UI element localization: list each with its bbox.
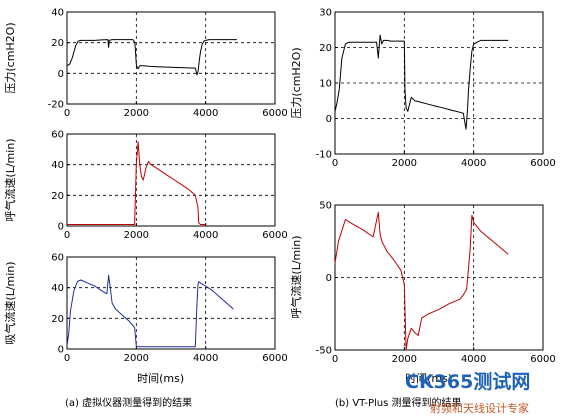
watermark: CK365测试网 射频和天线设计专家 (405, 371, 530, 415)
plot-a3: 0 2000 4000 6000 0 20 40 60 吸气流速(L/min) 时间(ms) (3, 253, 288, 386)
y-tick-label: 0 (58, 345, 64, 356)
y-tick-label: 0 (58, 222, 64, 233)
x-tick-label: 6000 (262, 353, 287, 364)
x-tick-label: 2000 (392, 354, 417, 365)
y-tick-label: -10 (316, 150, 332, 161)
axes-box (66, 11, 276, 105)
y-tick-label: 50 (319, 201, 332, 212)
y-tick-label: 40 (51, 160, 64, 171)
x-tick-label: 6000 (530, 354, 555, 365)
y-tick-label: 30 (319, 8, 332, 19)
x-tick-label: 2000 (124, 108, 149, 119)
x-tick-label: 0 (64, 108, 70, 119)
series-line-b1-0 (334, 34, 509, 130)
y-tick-label: 60 (51, 253, 64, 264)
x-axis-label: 时间(ms) (137, 372, 184, 385)
series-line-b2-0 (334, 211, 509, 351)
series-line-a1-0 (66, 39, 237, 76)
y-axis-label: 压力(cmH2O) (290, 47, 303, 118)
x-tick-label: 2000 (124, 353, 149, 364)
x-tick-label: 4000 (193, 353, 218, 364)
x-tick-label: 6000 (262, 108, 287, 119)
x-tick-label: 4000 (461, 354, 486, 365)
y-tick-label: 0 (326, 114, 332, 125)
y-tick-label: 20 (51, 191, 64, 202)
x-tick-label: 6000 (262, 230, 287, 241)
caption-left: (a) 虚拟仪器测量得到的结果 (65, 396, 192, 409)
x-axis-label: 时间(ms) (405, 372, 452, 385)
y-tick-label: 20 (51, 38, 64, 49)
y-tick-label: 20 (319, 43, 332, 54)
y-axis-label: 吸气流速(L/min) (3, 261, 17, 344)
x-tick-label: 4000 (193, 230, 218, 241)
x-tick-label: 2000 (124, 230, 149, 241)
y-axis-label: 呼气流速(L/min) (3, 138, 17, 221)
watermark-line2: 射频和天线设计专家 (430, 401, 529, 415)
y-axis-label: 压力(cmH2O) (4, 22, 17, 93)
x-tick-label: 0 (332, 158, 338, 169)
axes-box (66, 133, 276, 227)
y-tick-label: -50 (316, 346, 332, 357)
y-tick-label: 20 (51, 314, 64, 325)
watermark-line1: CK365测试网 (405, 371, 530, 393)
caption-right: (b) VT-Plus 测量得到的结果 (335, 396, 462, 409)
x-tick-label: 0 (64, 353, 70, 364)
y-tick-label: 40 (51, 283, 64, 294)
x-tick-label: 2000 (392, 158, 417, 169)
plot-a2: 0 2000 4000 6000 0 20 40 60 呼气流速(L/min) (3, 130, 288, 242)
y-tick-label: 40 (51, 8, 64, 19)
y-tick-label: 0 (326, 273, 332, 284)
axes-box (66, 256, 276, 350)
x-tick-label: 4000 (461, 158, 486, 169)
series-line-a3-0 (66, 274, 234, 348)
y-tick-label: -20 (48, 100, 64, 111)
x-tick-label: 0 (64, 230, 70, 241)
series-line-a2-0 (67, 141, 206, 225)
y-tick-label: 0 (58, 69, 64, 80)
y-tick-label: 10 (319, 79, 332, 90)
x-tick-label: 4000 (193, 108, 218, 119)
x-tick-label: 6000 (530, 158, 555, 169)
x-tick-label: 0 (332, 354, 338, 365)
y-tick-label: 60 (51, 130, 64, 141)
y-axis-label: 呼气流速(L/min) (289, 235, 303, 318)
